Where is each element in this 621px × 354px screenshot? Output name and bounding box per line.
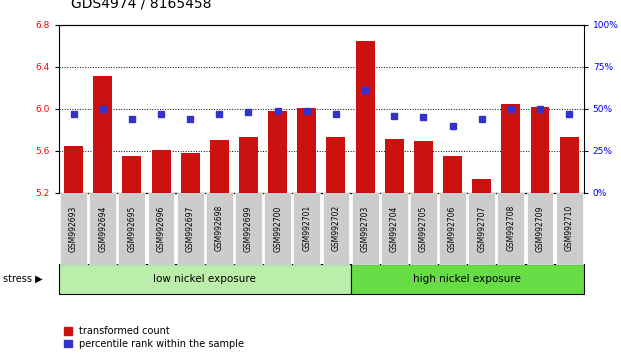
Text: GSM992703: GSM992703 (361, 205, 369, 252)
Bar (414, 142, 433, 193)
Text: GSM992699: GSM992699 (244, 205, 253, 252)
Text: GSM992693: GSM992693 (69, 205, 78, 252)
Bar (530, 107, 550, 193)
Bar (152, 150, 171, 193)
Text: GSM992702: GSM992702 (332, 205, 340, 251)
Text: GSM992704: GSM992704 (390, 205, 399, 252)
Text: GSM992696: GSM992696 (156, 205, 166, 252)
Bar (501, 104, 520, 193)
Bar (181, 153, 200, 193)
Bar (472, 179, 491, 193)
Text: GSM992709: GSM992709 (535, 205, 545, 252)
Bar (210, 141, 229, 193)
Bar (356, 41, 374, 193)
Text: GSM992695: GSM992695 (127, 205, 137, 252)
Bar (443, 156, 462, 193)
Bar (297, 108, 316, 193)
Text: GSM992706: GSM992706 (448, 205, 457, 252)
Text: GSM992705: GSM992705 (419, 205, 428, 252)
Text: GSM992710: GSM992710 (564, 205, 574, 251)
Text: high nickel exposure: high nickel exposure (413, 274, 521, 284)
Text: GDS4974 / 8165458: GDS4974 / 8165458 (71, 0, 212, 11)
Bar (93, 76, 112, 193)
Legend: transformed count, percentile rank within the sample: transformed count, percentile rank withi… (64, 326, 245, 349)
Text: GSM992694: GSM992694 (98, 205, 107, 252)
Text: GSM992700: GSM992700 (273, 205, 282, 252)
Text: GSM992707: GSM992707 (477, 205, 486, 252)
Text: low nickel exposure: low nickel exposure (153, 274, 256, 284)
Bar (327, 137, 345, 193)
Text: GSM992701: GSM992701 (302, 205, 311, 251)
Text: GSM992708: GSM992708 (506, 205, 515, 251)
Bar (64, 145, 83, 193)
Bar (239, 137, 258, 193)
Bar (560, 137, 579, 193)
Text: stress ▶: stress ▶ (3, 274, 43, 284)
Bar (268, 111, 287, 193)
Text: GSM992697: GSM992697 (186, 205, 194, 252)
Bar (122, 156, 142, 193)
Bar (385, 139, 404, 193)
Text: GSM992698: GSM992698 (215, 205, 224, 251)
